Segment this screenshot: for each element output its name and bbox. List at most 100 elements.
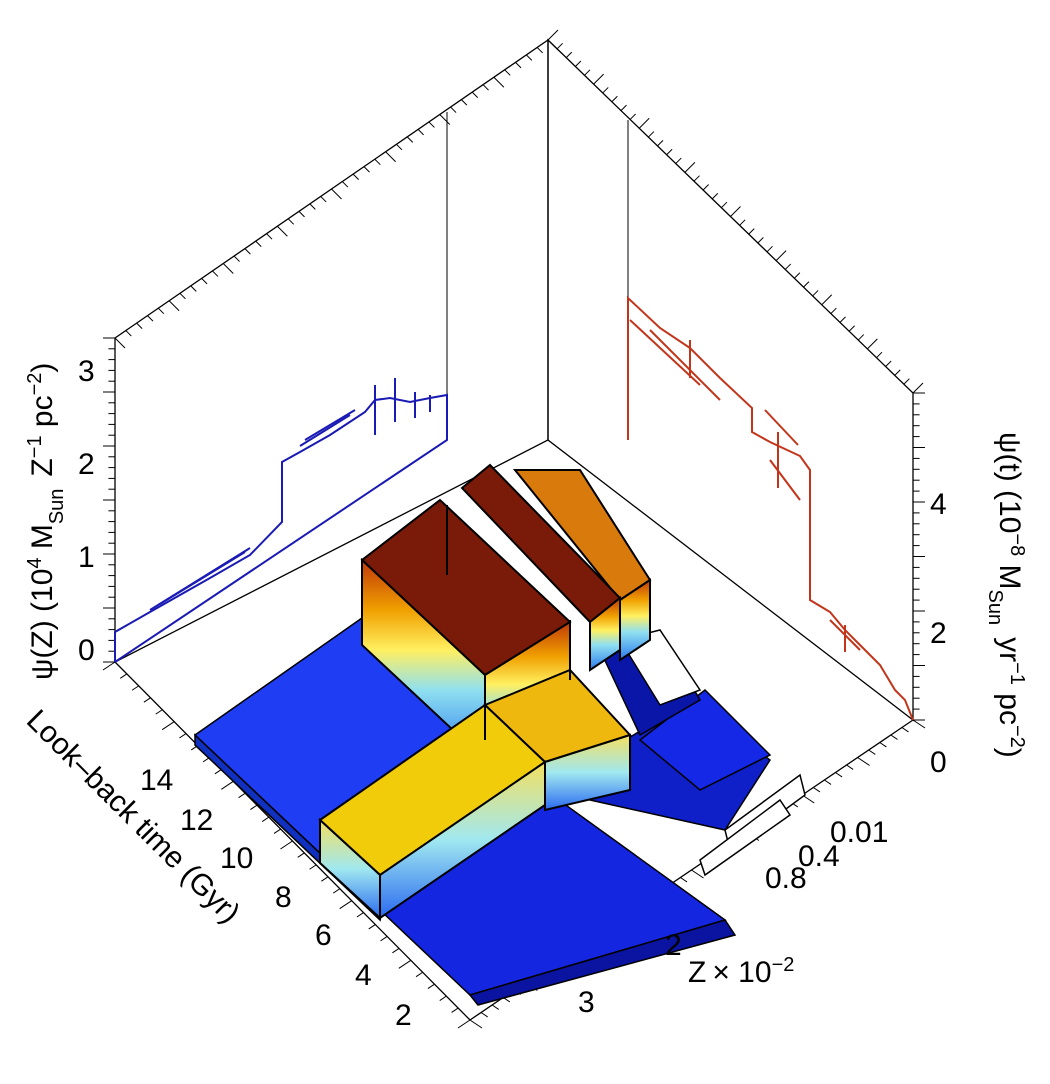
tick-mark [190, 285, 197, 292]
psi-t-axis: 0 2 4 ψ(t) (10−8 MSunyr−1 pc−2) [930, 432, 1028, 779]
psi-t-tick-label: 2 [930, 617, 947, 650]
bar-yellow-right [379, 760, 546, 920]
tick-mark [868, 749, 876, 755]
tick-mark [331, 188, 342, 200]
tick-mark [812, 290, 819, 297]
tick-mark [675, 157, 682, 164]
tick-mark [547, 39, 559, 51]
psi-z-tick-label: 1 [78, 541, 95, 574]
tick-mark [638, 117, 650, 129]
tick-mark [321, 876, 329, 882]
time-projection-line [627, 295, 914, 721]
psi-t-tick-label: 4 [930, 488, 947, 521]
tick-mark [233, 255, 240, 262]
time-tick-label: 12 [180, 804, 213, 837]
psi-z-tick-label: 3 [78, 355, 95, 388]
tick-mark [221, 780, 234, 790]
tick-mark [352, 173, 360, 180]
bar-error-lines [446, 505, 571, 740]
tick-mark [721, 201, 728, 209]
tick-mark [214, 768, 222, 775]
tick-mark [876, 351, 883, 359]
tick-mark [125, 330, 132, 337]
tick-mark [309, 864, 317, 870]
tick-mark [439, 114, 451, 125]
tick-mark [457, 1019, 471, 1029]
tick-mark [114, 337, 126, 349]
metallicity-tick-label: 2 [665, 929, 682, 962]
tick-mark [894, 369, 901, 376]
tick-mark [157, 307, 165, 315]
tick-mark [556, 42, 563, 50]
tick-mark [848, 325, 855, 332]
bar-brown2-side [589, 595, 621, 672]
tick-mark [803, 281, 810, 288]
tick-mark [450, 106, 457, 113]
tick-mark [266, 233, 273, 240]
tick-mark [691, 869, 704, 879]
bar-floor-tail [468, 919, 737, 1006]
tick-mark [702, 184, 709, 191]
tick-mark [739, 219, 746, 226]
tick-mark [794, 272, 801, 279]
psi-z-tick-label: 0 [78, 634, 95, 667]
metallicity-axis: 0.01 0.4 0.8 2 3 Z × 10−2 [578, 816, 888, 1019]
tick-mark [273, 828, 281, 834]
tick-mark [711, 192, 719, 200]
tick-mark [244, 248, 251, 255]
tick-mark [903, 378, 910, 385]
tick-mark [830, 307, 837, 314]
time-tick-label: 6 [315, 919, 332, 952]
tick-mark [179, 733, 187, 739]
tick-mark [277, 225, 288, 237]
tick-mark [332, 888, 341, 894]
tick-mark [493, 76, 505, 88]
tick-mark [857, 334, 865, 341]
tick-mark [547, 29, 559, 41]
tick-mark [901, 727, 909, 733]
tick-mark [730, 206, 741, 217]
tick-mark [341, 181, 349, 188]
tick-mark [261, 816, 270, 822]
yellow-bars [318, 668, 632, 921]
tick-mark [515, 61, 522, 69]
tick-mark [693, 175, 700, 182]
tick-mark [147, 315, 154, 322]
tick-mark [119, 673, 128, 679]
psi-z-tick-label: 2 [78, 448, 95, 481]
tick-mark [363, 166, 370, 173]
tick-mark [309, 203, 316, 210]
tick-mark [396, 143, 403, 151]
tick-mark [280, 840, 293, 850]
tick-mark [222, 263, 234, 274]
tick-mark [320, 196, 327, 203]
tick-mark [451, 1007, 459, 1013]
tick-mark [201, 278, 208, 285]
tick-mark [821, 294, 833, 306]
tick-mark [680, 877, 688, 883]
tick-mark [784, 263, 792, 270]
tick-mark [385, 151, 396, 163]
tick-mark [766, 245, 773, 253]
tick-mark [491, 1004, 500, 1010]
tick-mark [757, 237, 764, 244]
tick-mark [238, 792, 246, 799]
tick-mark [657, 140, 664, 147]
tick-mark [168, 300, 180, 312]
tick-mark [392, 947, 400, 954]
metallicity-tick-label: 3 [578, 986, 595, 1019]
time-tick-label: 14 [140, 764, 173, 797]
tick-mark [212, 270, 219, 277]
psi-t-axis-title: ψ(t) (10−8 MSunyr−1 pc−2) [984, 432, 1028, 758]
tick-mark [417, 129, 424, 136]
metallicity-tick-label: 0.01 [830, 816, 888, 849]
tick-mark [912, 719, 926, 729]
tick-mark [415, 971, 423, 978]
tick-mark [356, 912, 364, 918]
tick-mark [339, 900, 352, 910]
tick-mark [611, 95, 618, 103]
tick-mark [439, 995, 447, 1001]
tick-mark [629, 113, 636, 120]
tick-mark [250, 804, 258, 811]
